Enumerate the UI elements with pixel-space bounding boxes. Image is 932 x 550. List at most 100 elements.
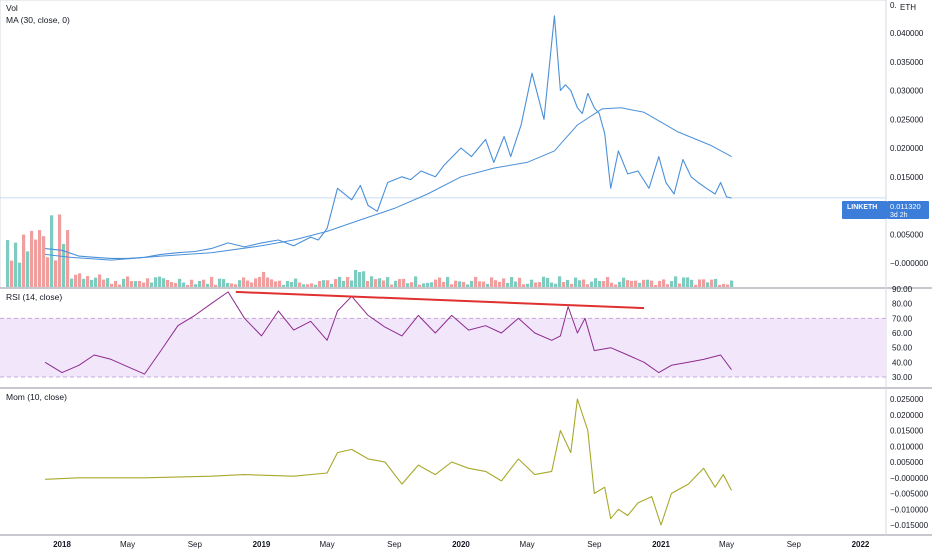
rsi-y-tick: 30.00 <box>892 373 913 382</box>
volume-bar <box>506 282 510 287</box>
price-lines <box>0 15 886 261</box>
volume-bar <box>574 277 578 287</box>
volume-bar <box>710 279 714 287</box>
volume-bar <box>38 230 42 287</box>
price-y-axis: 0.040000 0.035000 0.030000 0.025000 0.020000… <box>890 29 929 268</box>
volume-bar <box>698 279 702 287</box>
volume-bar <box>178 278 182 287</box>
volume-bar <box>10 260 14 287</box>
volume-bar <box>706 282 710 287</box>
volume-bar <box>262 271 266 287</box>
mom-y-tick: −0.000000 <box>890 474 929 483</box>
volume-bar <box>218 278 222 287</box>
volume-bar <box>382 280 386 287</box>
volume-bar <box>394 280 398 287</box>
volume-bar <box>462 282 466 287</box>
volume-bar <box>398 279 402 287</box>
price-y-tick: 0.015000 <box>890 173 924 182</box>
volume-bar <box>366 281 370 287</box>
volume-bar <box>346 277 350 287</box>
x-tick-label: 2020 <box>452 540 470 549</box>
volume-bar <box>318 281 322 287</box>
volume-bar <box>110 283 114 287</box>
volume-bar <box>470 280 474 287</box>
volume-bar <box>62 243 66 287</box>
volume-bar <box>74 274 78 287</box>
volume-bar <box>222 279 226 287</box>
volume-bar <box>214 284 218 287</box>
volume-bar <box>326 280 330 287</box>
volume-bar <box>294 278 298 287</box>
volume-bar <box>14 242 18 287</box>
volume-bar <box>486 283 490 287</box>
mom-label: Mom (10, close) <box>6 392 67 402</box>
rsi-y-tick: 70.00 <box>892 314 913 323</box>
price-y-tick: 0.005000 <box>890 230 924 239</box>
volume-bar <box>522 284 526 287</box>
x-tick-label: 2019 <box>253 540 271 549</box>
volume-bar <box>98 274 102 287</box>
volume-bar <box>570 283 574 287</box>
volume-bar <box>250 282 254 287</box>
rsi-lines <box>44 290 732 375</box>
unit-label: ETH <box>900 3 916 12</box>
volume-bar <box>634 280 638 287</box>
volume-bar <box>662 279 666 287</box>
volume-bar <box>614 284 618 287</box>
x-tick-label: May <box>719 540 734 549</box>
price-y-tick: 0.020000 <box>890 144 924 153</box>
volume-bar <box>670 281 674 287</box>
volume-bar <box>686 277 690 287</box>
volume-bar <box>590 281 594 287</box>
volume-bar <box>430 282 434 287</box>
price-tag-countdown: 3d 2h <box>890 212 908 219</box>
volume-bar <box>386 277 390 287</box>
volume-bar <box>334 279 338 287</box>
volume-bar <box>490 277 494 287</box>
price-y-tick: −0.000000 <box>890 259 929 268</box>
volume-bar <box>254 278 258 287</box>
volume-bar <box>286 280 290 287</box>
volume-bar <box>702 279 706 287</box>
volume-bar <box>350 280 354 287</box>
rsi-y-tick: 50.00 <box>892 344 913 353</box>
volume-bar <box>126 276 130 287</box>
price-tag-symbol: LINKETH <box>847 204 877 211</box>
volume-bar <box>226 282 230 287</box>
volume-bar <box>130 281 134 287</box>
volume-bar <box>494 280 498 287</box>
volume-bar <box>234 284 238 287</box>
volume-bar <box>238 280 242 287</box>
volume-bar <box>526 283 530 287</box>
x-tick-label: 2022 <box>852 540 870 549</box>
volume-bar <box>666 284 670 287</box>
volume-bar <box>30 230 34 287</box>
momentum-pane: Mom (10, close) 0.025000 0.020000 0.015000… <box>6 392 929 530</box>
volume-bar <box>22 234 26 287</box>
volume-bar <box>518 277 522 287</box>
volume-bar <box>654 284 658 287</box>
price-line <box>45 15 732 259</box>
volume-bar <box>42 236 46 287</box>
volume-bar <box>674 276 678 287</box>
volume-bar <box>450 284 454 287</box>
volume-bars <box>6 214 734 287</box>
volume-bar <box>682 277 686 287</box>
volume-bar <box>142 282 146 287</box>
volume-bar <box>118 284 122 287</box>
volume-bar <box>678 283 682 287</box>
volume-bar <box>150 282 154 287</box>
mom-y-tick: −0.015000 <box>890 521 929 530</box>
volume-bar <box>550 282 554 287</box>
x-tick-label: May <box>520 540 535 549</box>
x-tick-label: Sep <box>587 540 602 549</box>
volume-bar <box>510 277 514 287</box>
volume-bar <box>322 280 326 287</box>
volume-bar <box>186 284 190 287</box>
volume-bar <box>198 280 202 287</box>
rsi-y-tick: 90.00 <box>892 285 913 294</box>
volume-bar <box>46 257 50 287</box>
rsi-label: RSI (14, close) <box>6 292 62 302</box>
volume-bar <box>266 277 270 287</box>
volume-bar <box>438 277 442 287</box>
